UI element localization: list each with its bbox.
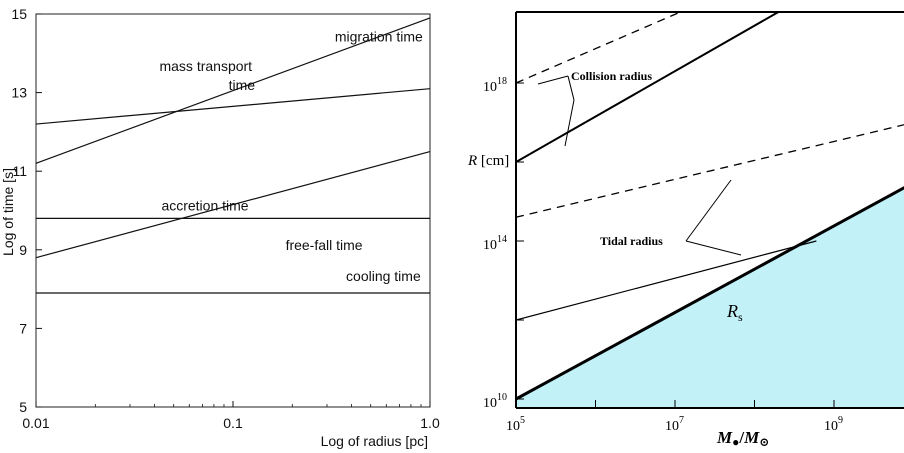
right-y-tick-label: 1018 xyxy=(483,76,507,95)
collision-radius-label: Collision radius xyxy=(571,69,652,83)
left-y-axis-label: Log of time [s] xyxy=(0,168,16,256)
collision-radius-pointer-2-start xyxy=(567,75,575,101)
right-series-line-2 xyxy=(516,240,817,321)
collision-radius-pointer-1 xyxy=(537,75,569,85)
left-x-tick-label: 1.0 xyxy=(420,415,440,431)
right-x-axis-label: M●/M⊙ xyxy=(716,428,769,449)
right-x-tick-label: 107 xyxy=(665,415,684,434)
right-y-axis-label: R [cm] xyxy=(467,153,509,169)
tidal-radius-pointer-2 xyxy=(685,240,742,256)
rs-label-base: R xyxy=(726,301,738,321)
left-chart: migration time mass transport time accretio… xyxy=(0,6,440,449)
tidal-radius-label: Tidal radius xyxy=(600,234,663,248)
right-x-tick-label: 105 xyxy=(506,415,525,434)
series-label-accretion-time: accretion time xyxy=(161,198,248,214)
left-y-tick-label: 11 xyxy=(12,163,27,179)
rs-label: Rs xyxy=(726,301,743,324)
tidal-radius-pointer-1 xyxy=(685,179,732,242)
schwarzschild-fill-area xyxy=(516,187,904,408)
right-y-tick-label: 1014 xyxy=(483,234,507,253)
right-series-line-3 xyxy=(516,124,904,218)
collision-radius-pointer-2 xyxy=(564,99,575,147)
series-line-free-fall-time xyxy=(35,150,431,259)
left-y-tick-label: 13 xyxy=(11,85,27,101)
left-y-tick-label: 9 xyxy=(19,242,27,258)
schwarzschild-radius-line xyxy=(516,186,904,401)
right-series-line-4 xyxy=(516,12,781,163)
right-chart: 1010 1014 1018 105 107 109 R [cm] M●/M⊙ Coll… xyxy=(467,11,904,449)
left-y-tick-label: 7 xyxy=(19,320,27,336)
left-x-tick-label: 0.01 xyxy=(22,415,49,431)
series-line-migration-time xyxy=(35,17,431,164)
left-x-tick-label: 0.1 xyxy=(223,415,243,431)
left-y-tick-label: 5 xyxy=(19,399,27,415)
left-x-axis-label: Log of radius [pc] xyxy=(321,433,428,449)
rs-label-sub: s xyxy=(738,310,743,324)
series-line-mass-transport-time xyxy=(35,88,431,125)
right-x-tick-label: 109 xyxy=(824,415,843,434)
series-label-free-fall-time: free-fall time xyxy=(286,237,363,253)
right-series-line-5 xyxy=(516,12,683,84)
right-y-tick-label: 1010 xyxy=(483,392,507,411)
series-label-migration-time: migration time xyxy=(335,29,423,45)
left-y-tick-label: 15 xyxy=(11,6,27,22)
series-label-mass-transport-time: mass transport time xyxy=(159,58,255,93)
series-label-cooling-time: cooling time xyxy=(346,268,421,284)
